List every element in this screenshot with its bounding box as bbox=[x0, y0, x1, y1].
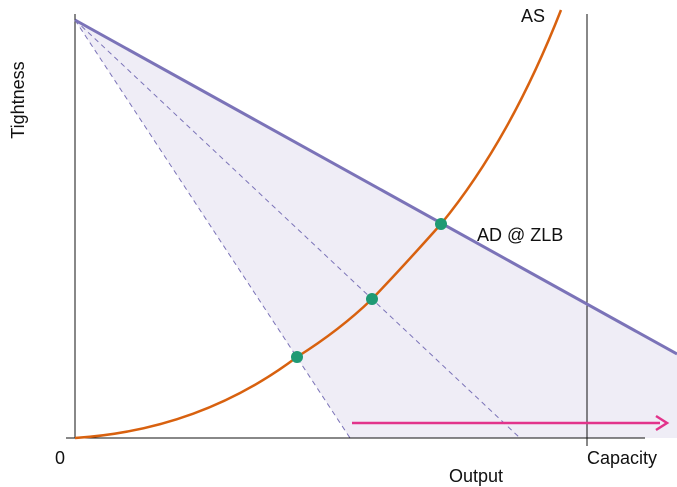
as-curve-label: AS bbox=[521, 6, 545, 26]
origin-label: 0 bbox=[55, 448, 65, 468]
equilibrium-dot-high bbox=[435, 218, 447, 230]
ad-dashed-line-mid bbox=[74, 19, 521, 439]
ad-zlb-line bbox=[74, 18, 677, 356]
equilibrium-dot-low bbox=[291, 351, 303, 363]
capacity-label: Capacity bbox=[587, 448, 657, 468]
y-axis-label: Tightness bbox=[8, 61, 28, 138]
ad-zlb-label: AD @ ZLB bbox=[477, 225, 563, 245]
x-axis-label: Output bbox=[449, 466, 503, 486]
ad-shaded-region bbox=[75, 20, 677, 438]
equilibrium-dot-mid bbox=[366, 293, 378, 305]
ad-dashed-line-steep bbox=[74, 19, 351, 439]
right-arrow-icon bbox=[655, 414, 670, 432]
